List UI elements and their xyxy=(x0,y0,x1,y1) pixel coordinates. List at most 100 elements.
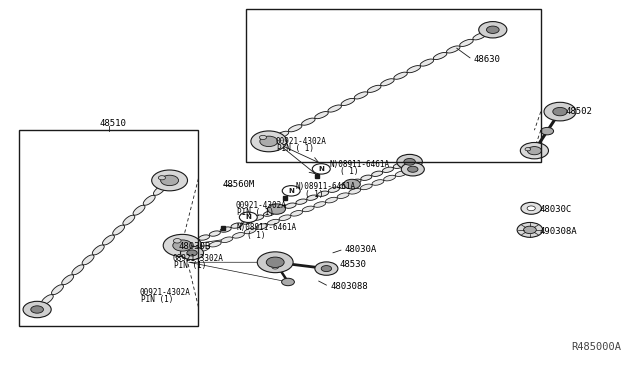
Circle shape xyxy=(173,240,192,251)
Circle shape xyxy=(553,108,567,116)
Circle shape xyxy=(152,170,188,191)
Ellipse shape xyxy=(42,295,53,305)
Circle shape xyxy=(31,306,44,313)
Ellipse shape xyxy=(381,79,394,86)
Text: PIN (1): PIN (1) xyxy=(141,295,174,304)
Ellipse shape xyxy=(315,112,328,119)
Text: N)08911-6461A: N)08911-6461A xyxy=(237,223,297,232)
Ellipse shape xyxy=(133,205,145,215)
Ellipse shape xyxy=(360,184,372,190)
Ellipse shape xyxy=(296,199,307,204)
Ellipse shape xyxy=(301,118,315,125)
Bar xyxy=(246,9,541,162)
Ellipse shape xyxy=(198,235,209,240)
Ellipse shape xyxy=(420,59,434,66)
Circle shape xyxy=(267,257,284,267)
Text: 48502: 48502 xyxy=(565,107,592,116)
Ellipse shape xyxy=(317,191,328,196)
Circle shape xyxy=(158,176,166,180)
Circle shape xyxy=(527,147,541,155)
Text: 08921-3302A: 08921-3302A xyxy=(172,254,223,263)
Text: N: N xyxy=(318,166,324,172)
Circle shape xyxy=(163,234,202,257)
Text: PIN (1): PIN (1) xyxy=(174,261,207,270)
Ellipse shape xyxy=(396,171,407,176)
Ellipse shape xyxy=(232,232,244,238)
Text: N: N xyxy=(245,214,252,220)
Ellipse shape xyxy=(221,237,233,243)
Ellipse shape xyxy=(355,92,368,99)
Ellipse shape xyxy=(285,203,296,208)
Text: 48030B: 48030B xyxy=(179,242,211,251)
Text: 48510: 48510 xyxy=(99,119,126,128)
Ellipse shape xyxy=(92,245,104,255)
Circle shape xyxy=(272,265,278,269)
Text: 490308A: 490308A xyxy=(540,227,577,236)
Ellipse shape xyxy=(393,163,404,169)
Ellipse shape xyxy=(188,239,199,244)
Circle shape xyxy=(161,175,179,186)
Circle shape xyxy=(321,266,332,272)
Ellipse shape xyxy=(383,175,396,181)
Text: ( 1): ( 1) xyxy=(247,231,266,240)
Circle shape xyxy=(239,212,257,222)
Text: ( 1): ( 1) xyxy=(340,167,358,176)
Ellipse shape xyxy=(113,225,125,235)
Ellipse shape xyxy=(264,211,275,216)
Ellipse shape xyxy=(231,223,242,228)
Ellipse shape xyxy=(198,246,209,251)
Circle shape xyxy=(23,301,51,318)
Circle shape xyxy=(517,222,543,237)
Circle shape xyxy=(344,179,360,189)
Ellipse shape xyxy=(154,185,165,195)
Text: N)08911-6461A: N)08911-6461A xyxy=(295,182,355,191)
Ellipse shape xyxy=(253,215,264,220)
Text: N)08911-6461A: N)08911-6461A xyxy=(330,160,390,169)
Text: 48030C: 48030C xyxy=(540,205,572,214)
Ellipse shape xyxy=(61,275,74,285)
Ellipse shape xyxy=(291,211,303,216)
Circle shape xyxy=(173,238,181,243)
Text: 48630: 48630 xyxy=(474,55,500,64)
Text: 00921-4302A: 00921-4302A xyxy=(236,201,286,210)
Ellipse shape xyxy=(209,241,221,247)
Circle shape xyxy=(282,186,300,196)
Ellipse shape xyxy=(314,202,326,207)
Ellipse shape xyxy=(209,231,220,236)
Ellipse shape xyxy=(337,193,349,199)
Ellipse shape xyxy=(433,52,447,60)
Circle shape xyxy=(266,257,284,267)
Circle shape xyxy=(315,262,338,275)
Ellipse shape xyxy=(244,228,256,234)
Circle shape xyxy=(524,226,536,234)
Ellipse shape xyxy=(383,167,394,173)
Ellipse shape xyxy=(341,99,355,106)
Ellipse shape xyxy=(349,189,360,194)
Ellipse shape xyxy=(72,265,84,275)
Ellipse shape xyxy=(447,46,460,53)
Text: 4803088: 4803088 xyxy=(330,282,368,291)
Ellipse shape xyxy=(328,105,342,112)
Circle shape xyxy=(268,204,285,214)
Ellipse shape xyxy=(220,227,231,232)
Circle shape xyxy=(282,278,294,286)
Text: ( 1): ( 1) xyxy=(305,190,324,199)
Circle shape xyxy=(187,250,197,256)
Ellipse shape xyxy=(361,175,372,180)
Ellipse shape xyxy=(123,215,135,225)
Text: PIN ( 1): PIN ( 1) xyxy=(237,208,275,217)
Ellipse shape xyxy=(279,215,291,221)
Ellipse shape xyxy=(102,235,115,245)
Ellipse shape xyxy=(460,39,473,46)
Text: 48530: 48530 xyxy=(339,260,366,269)
Text: N: N xyxy=(288,188,294,194)
Ellipse shape xyxy=(143,195,155,205)
Text: 48030A: 48030A xyxy=(344,245,376,254)
Circle shape xyxy=(521,202,541,214)
Text: R485000A: R485000A xyxy=(571,341,621,352)
Ellipse shape xyxy=(394,72,407,79)
Circle shape xyxy=(180,246,204,260)
Bar xyxy=(19,130,198,326)
Ellipse shape xyxy=(302,206,314,212)
Ellipse shape xyxy=(326,197,337,203)
